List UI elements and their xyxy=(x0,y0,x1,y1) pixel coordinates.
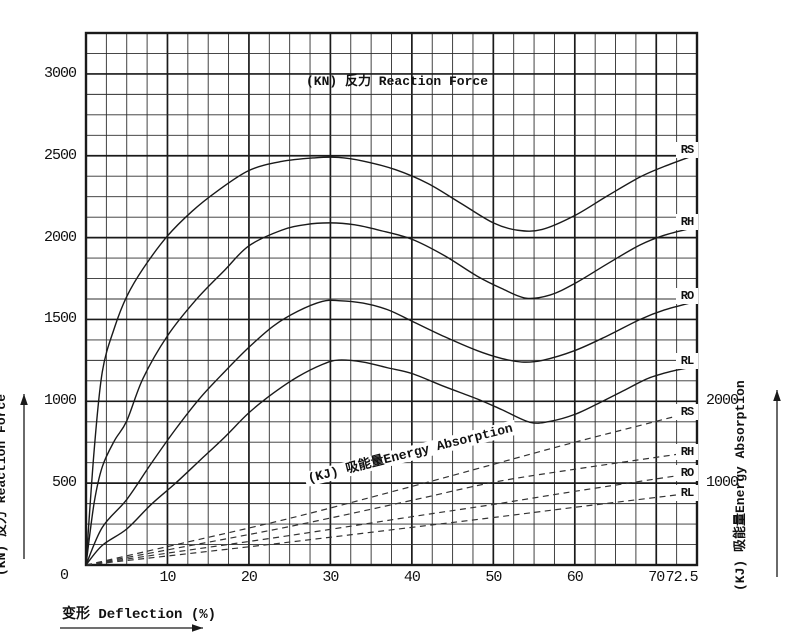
force-curve-label-RL: RL xyxy=(676,352,698,369)
x-tick-20: 20 xyxy=(240,569,258,586)
energy-curve-RS xyxy=(85,411,694,566)
x-tick-40: 40 xyxy=(403,569,421,586)
y-axis-left-title: (KN) 反力 Reaction Force xyxy=(0,393,9,576)
force-curve-label-RH: RH xyxy=(676,213,698,230)
reaction-force-title: (KN) 反力 Reaction Force xyxy=(305,74,489,89)
force-curve-RS xyxy=(85,155,694,566)
y-tick-500: 500 xyxy=(51,474,77,492)
force-curve-label-RO: RO xyxy=(676,288,698,305)
y-axis-right-arrow-head xyxy=(773,390,781,401)
y-tick-1500: 1500 xyxy=(43,310,77,328)
energy-curve-RO xyxy=(85,472,694,566)
y-right-tick-1000: 1000 xyxy=(705,474,739,492)
y-tick-2000: 2000 xyxy=(43,228,77,246)
force-curve-RL xyxy=(85,359,694,566)
y-tick-1000: 1000 xyxy=(43,392,77,410)
x-tick-30: 30 xyxy=(322,569,339,586)
force-curve-label-RS: RS xyxy=(676,141,698,158)
y-right-tick-2000: 2000 xyxy=(705,392,739,410)
x-axis-arrow-head xyxy=(192,624,203,632)
energy-curve-RH xyxy=(85,451,694,566)
energy-curve-label-RL: RL xyxy=(676,484,698,501)
energy-curve-label-RS: RS xyxy=(676,403,698,420)
force-curve-RH xyxy=(85,222,694,566)
origin-tick-label: 0 xyxy=(59,567,69,584)
y-axis-left-arrow-head xyxy=(20,394,28,405)
x-tick-70: 70 xyxy=(648,569,665,586)
y-tick-2500: 2500 xyxy=(43,146,77,164)
x-tick-50: 50 xyxy=(485,569,502,586)
x-tick-60: 60 xyxy=(566,569,584,586)
x-axis-title: 变形 Deflection (%) xyxy=(62,607,217,623)
x-tick-72.5: 72.5 xyxy=(665,569,699,586)
energy-curve-label-RH: RH xyxy=(676,444,698,461)
x-tick-10: 10 xyxy=(159,569,176,586)
energy-curve-label-RO: RO xyxy=(676,465,698,482)
force-curve-RO xyxy=(85,299,694,566)
y-tick-3000: 3000 xyxy=(43,64,77,82)
